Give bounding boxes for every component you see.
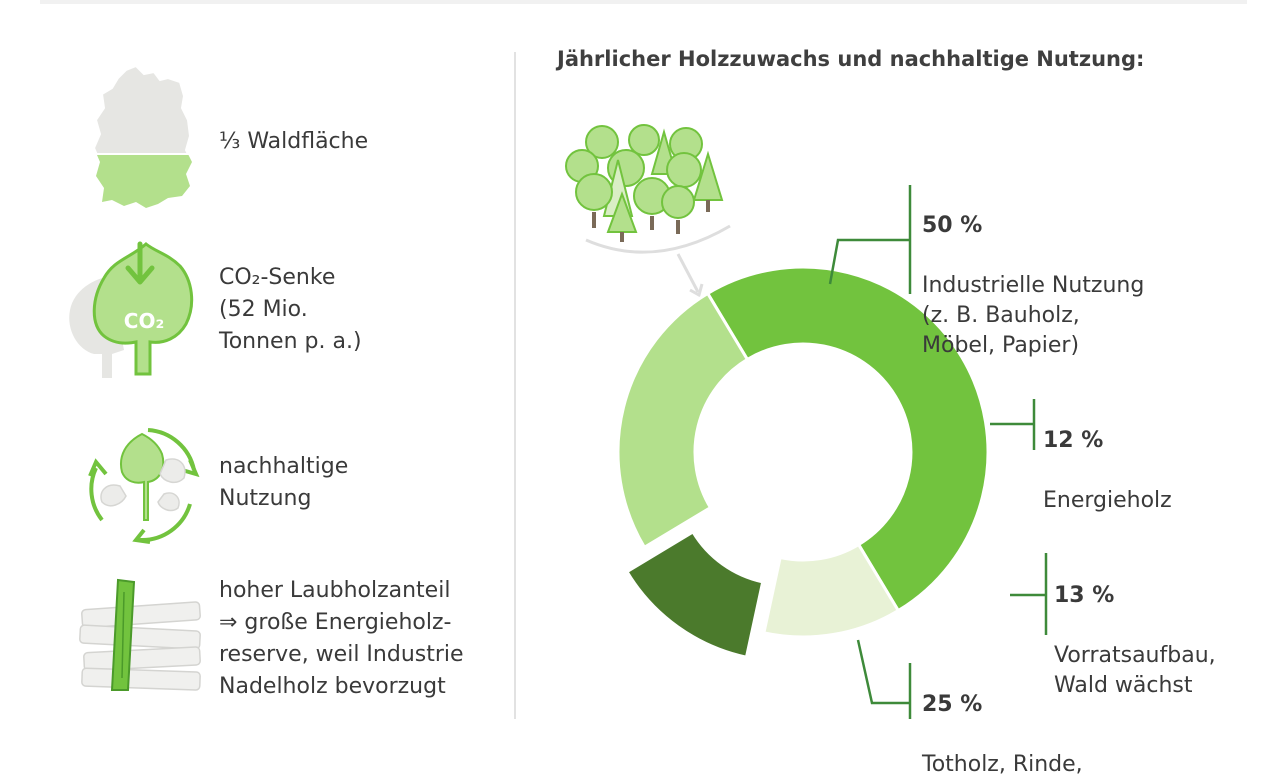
text-deadwood: Totholz, Rinde, xyxy=(922,752,1083,777)
percent-industrial: 50 % xyxy=(922,213,983,238)
fact-hardwood-share: hoher Laubholzanteil ⇒ große Energieholz… xyxy=(219,578,464,699)
fact-co2-sink: CO₂-Senke (52 Mio. Tonnen p. a.) xyxy=(219,265,362,354)
donut-slice-stock xyxy=(624,529,765,659)
germany-map-icon xyxy=(92,64,192,208)
donut-slice-deadwood xyxy=(616,291,750,550)
label-stock-growth: 13 % Vorratsaufbau, Wald wächst xyxy=(1054,551,1216,701)
top-divider-line xyxy=(40,0,1247,4)
leader-line-deadwood xyxy=(856,639,910,705)
co2-icon-label: CO₂ xyxy=(124,309,164,333)
leaf-co2-icon: CO₂ xyxy=(69,241,194,378)
label-deadwood: 25 % Totholz, Rinde, xyxy=(922,660,1083,780)
percent-deadwood: 25 % xyxy=(922,692,983,717)
label-industrial-use: 50 % Industrielle Nutzung (z. B. Bauholz… xyxy=(922,181,1144,361)
column-divider xyxy=(514,52,516,719)
percent-stock: 13 % xyxy=(1054,583,1115,608)
leaf-cycle-icon xyxy=(88,428,200,544)
donut-chart xyxy=(616,185,1048,719)
chart-title: Jährlicher Holzzuwachs und nachhaltige N… xyxy=(557,47,1145,71)
label-energy-wood: 12 % Energieholz xyxy=(1043,396,1172,516)
percent-energy: 12 % xyxy=(1043,428,1104,453)
fact-sustainable-use: nachhaltige Nutzung xyxy=(219,454,349,511)
donut-slice-energy xyxy=(762,542,901,639)
text-energy: Energieholz xyxy=(1043,488,1172,513)
text-industrial: Industrielle Nutzung (z. B. Bauholz, Möb… xyxy=(922,273,1145,358)
leader-line-industrial xyxy=(828,238,910,285)
wood-pile-icon xyxy=(79,578,201,691)
forest-trees-icon xyxy=(565,124,731,298)
donut-slice-industrial xyxy=(705,265,990,613)
fact-forest-area: ⅓ Waldfläche xyxy=(219,129,369,154)
text-stock: Vorratsaufbau, Wald wächst xyxy=(1054,643,1216,698)
